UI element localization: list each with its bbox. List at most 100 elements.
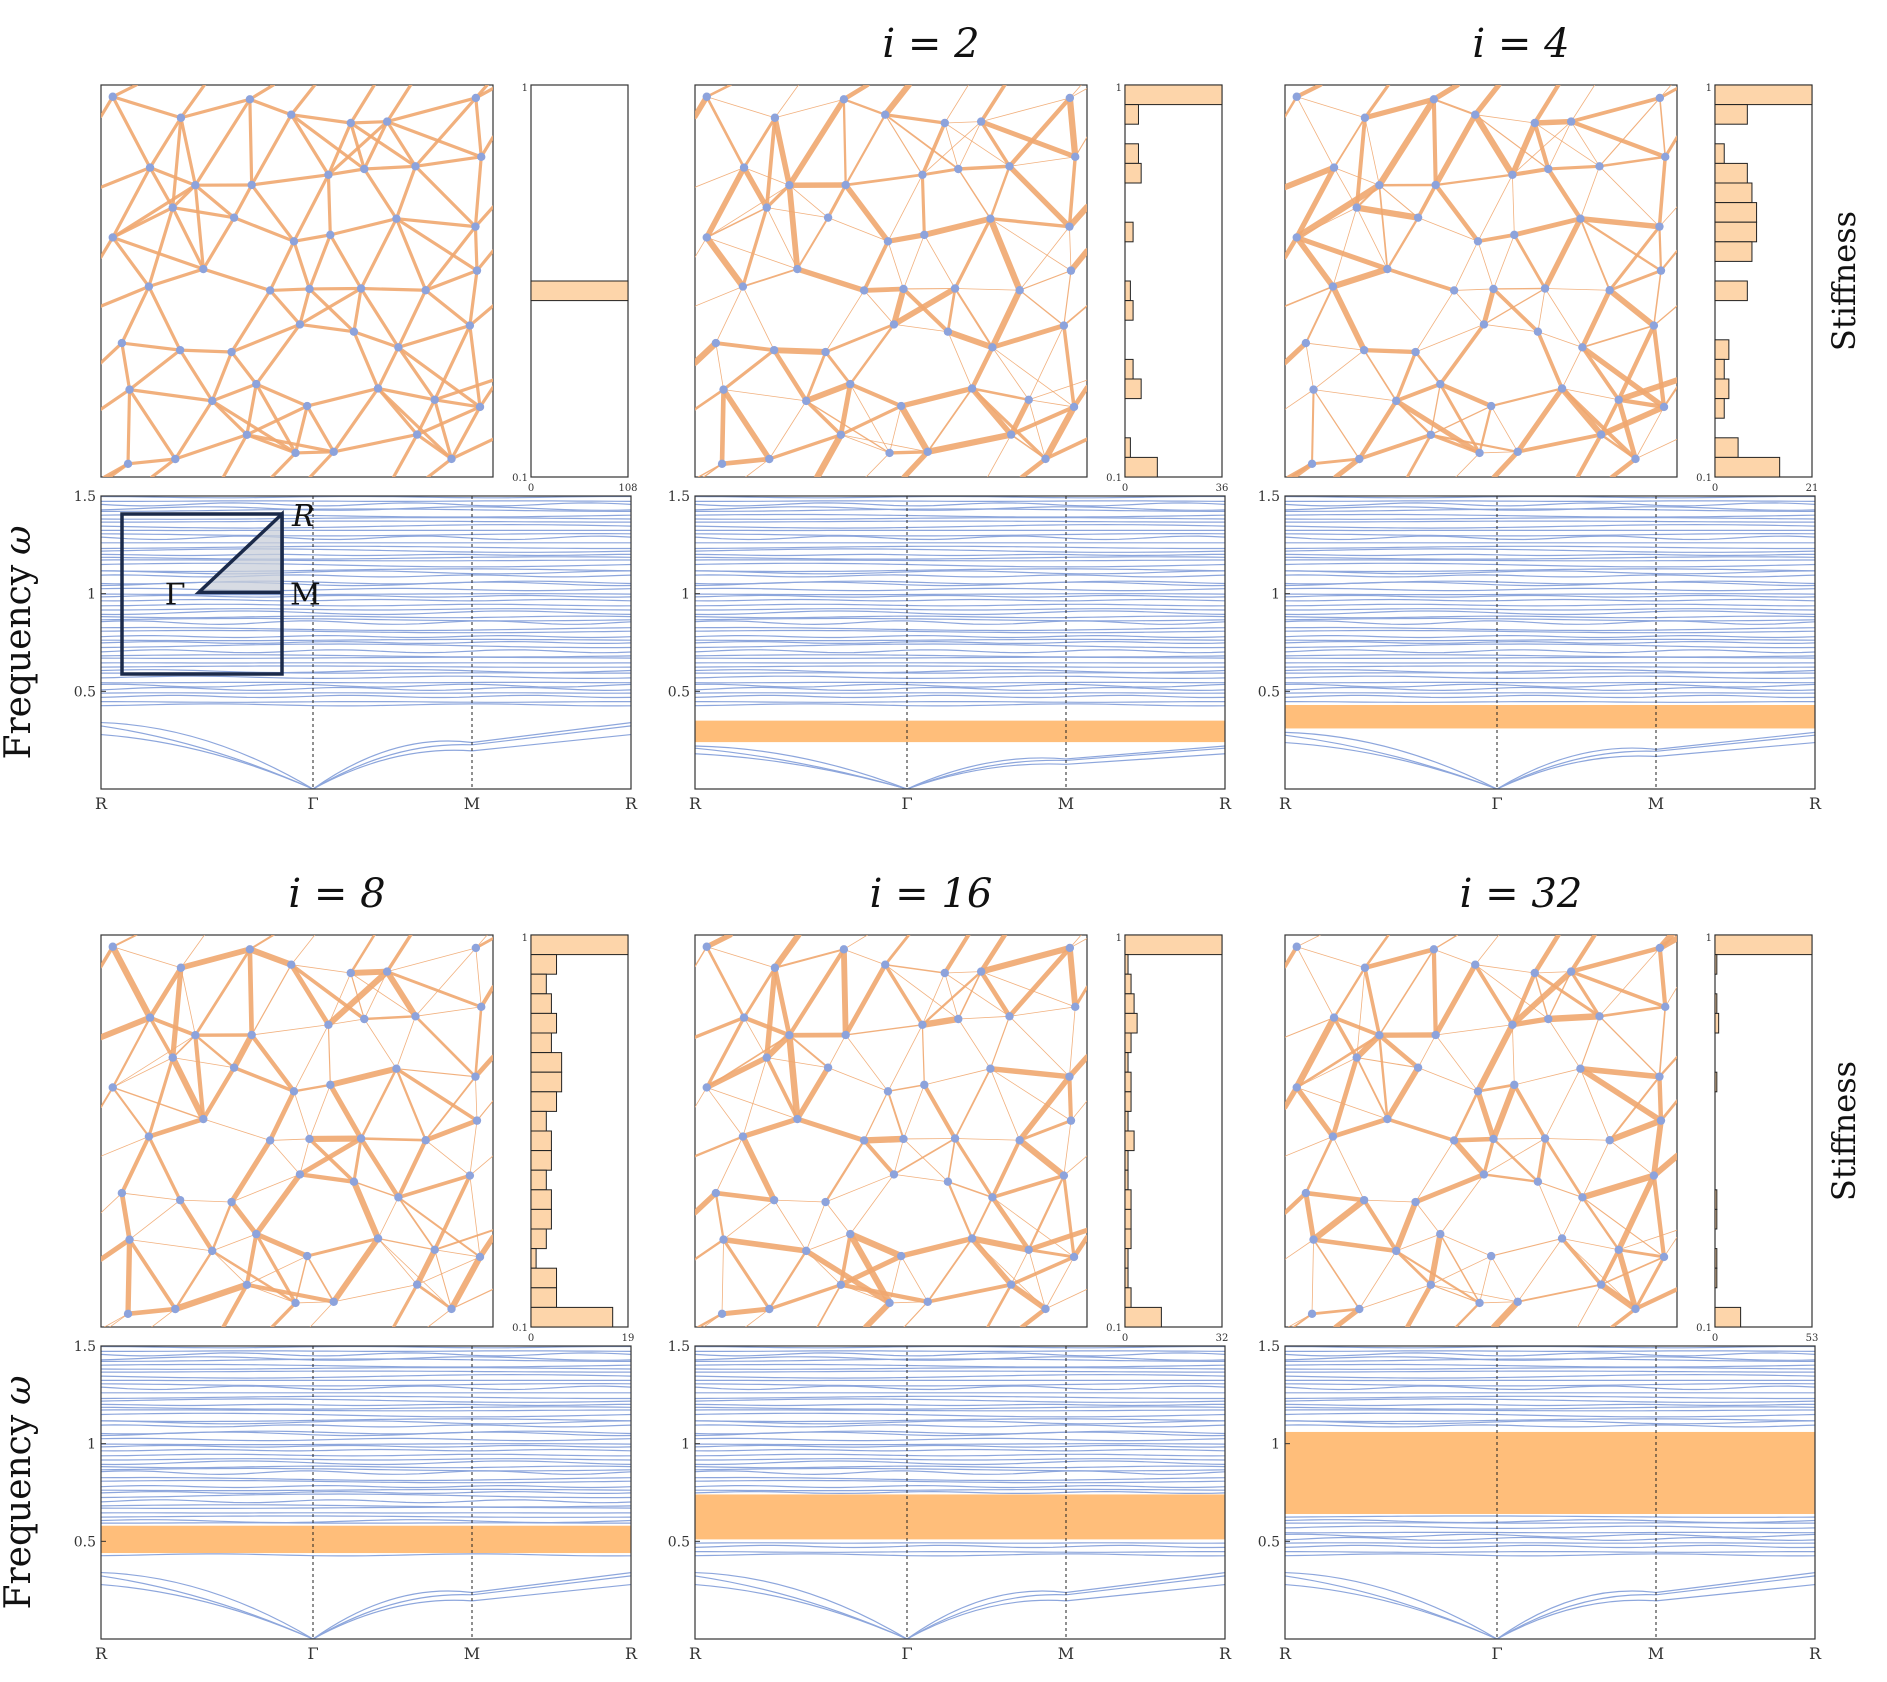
lattice-edge: [1569, 969, 1667, 1009]
lattice-edge: [1482, 1173, 1540, 1183]
lattice-edge: [177, 1197, 215, 1254]
histogram-bar: [1124, 954, 1129, 975]
band-line: [101, 496, 631, 499]
lattice-edge: [413, 96, 478, 168]
lattice-node: [1307, 1309, 1317, 1319]
band-line: [695, 640, 1225, 645]
lattice-edge: [425, 1139, 471, 1176]
lattice-edge: [774, 85, 799, 119]
histogram-bar: [1714, 456, 1781, 478]
lattice-network: [694, 934, 1088, 1328]
band-line: [695, 598, 1225, 602]
lattice-edge: [349, 935, 376, 975]
lattice-edge: [147, 1056, 175, 1139]
lattice-node: [1436, 379, 1445, 389]
lattice-edge: [147, 284, 182, 352]
lattice-edge: [210, 399, 298, 455]
band-line: [101, 502, 631, 507]
lattice-node: [1059, 1171, 1069, 1180]
band-line: [1285, 574, 1815, 578]
lattice-node: [412, 430, 422, 439]
lattice-node: [171, 454, 180, 464]
band-line: [1285, 608, 1815, 611]
lattice-node: [475, 1252, 485, 1262]
lattice-edge: [376, 345, 400, 391]
lattice-edge: [120, 341, 182, 352]
lattice-edge: [1354, 115, 1367, 210]
lattice-edge: [1547, 1018, 1581, 1070]
lattice-edge: [120, 284, 151, 345]
lattice-edge: [1452, 1090, 1480, 1142]
lattice-edge: [327, 1065, 400, 1088]
lattice-edge: [1333, 1306, 1362, 1327]
lattice-edge: [147, 1134, 182, 1202]
lattice-node: [839, 95, 849, 104]
band-line: [101, 1493, 631, 1499]
band-line: [101, 1460, 631, 1466]
lattice-edge: [849, 1173, 895, 1235]
lattice-node: [125, 385, 134, 394]
lattice-node: [711, 338, 721, 348]
lattice-node: [360, 1014, 369, 1024]
lattice-node: [117, 338, 127, 348]
lattice-node: [289, 1087, 299, 1096]
acoustic-branch: [1285, 1571, 1815, 1639]
lattice-node: [247, 180, 256, 190]
band-line: [695, 649, 1225, 654]
lattice-node: [326, 230, 335, 240]
lattice-node: [1431, 1030, 1440, 1040]
lattice-edge: [268, 239, 296, 293]
lattice-node: [382, 967, 392, 976]
lattice-edge: [803, 381, 854, 404]
lattice-node: [1576, 214, 1585, 223]
band-line: [1285, 520, 1815, 523]
lattice-edge: [268, 287, 312, 293]
lattice-edge: [170, 965, 184, 1061]
lattice-edge: [1363, 935, 1390, 970]
lattice-edge: [742, 286, 775, 351]
lattice-edge: [1063, 1120, 1072, 1176]
histogram-bar: [1124, 300, 1134, 321]
y-tick-label: 1: [681, 1437, 690, 1453]
lattice-edge: [1427, 1231, 1444, 1288]
histogram-bar: [1714, 437, 1739, 458]
band-line: [695, 608, 1225, 611]
lattice-node: [465, 321, 475, 330]
band-line: [101, 629, 631, 634]
lattice-node: [1479, 1170, 1489, 1179]
lattice-edge: [424, 269, 479, 292]
histogram-top-label: 1: [1706, 83, 1712, 94]
lattice-edge: [1285, 389, 1314, 410]
lattice-edge: [424, 1075, 477, 1142]
histogram-x0-label: 0: [528, 483, 534, 494]
lattice-network: [100, 84, 494, 478]
lattice-edge: [171, 206, 205, 271]
lattice-edge: [292, 1083, 332, 1093]
lattice-node: [475, 402, 485, 412]
lattice-edge: [849, 323, 896, 386]
lattice-edge: [1579, 1172, 1658, 1201]
lattice-edge: [980, 97, 1071, 123]
lattice-edge: [695, 1238, 725, 1261]
band-line: [101, 520, 631, 523]
lattice-node: [123, 459, 133, 469]
lattice-edge: [840, 946, 849, 1038]
band-line: [101, 669, 631, 674]
lattice-edge: [228, 1137, 273, 1205]
lattice-edge: [1009, 1015, 1070, 1078]
band-line: [695, 1363, 1225, 1368]
lattice-edge: [923, 234, 956, 289]
lattice-edge: [1433, 182, 1481, 244]
lattice-edge: [1286, 462, 1314, 477]
lattice-node: [295, 1170, 305, 1179]
lattice-edge: [1416, 183, 1438, 220]
lattice-edge: [473, 225, 479, 273]
histogram-top-label: 1: [1116, 933, 1122, 944]
lattice-edge: [1413, 1171, 1487, 1205]
lattice-edge: [148, 165, 197, 187]
band-line: [695, 1346, 1225, 1349]
lattice-edge: [172, 1281, 251, 1313]
lattice-edge: [396, 288, 428, 349]
lattice-edge: [1431, 97, 1438, 188]
lattice-node: [477, 152, 486, 162]
